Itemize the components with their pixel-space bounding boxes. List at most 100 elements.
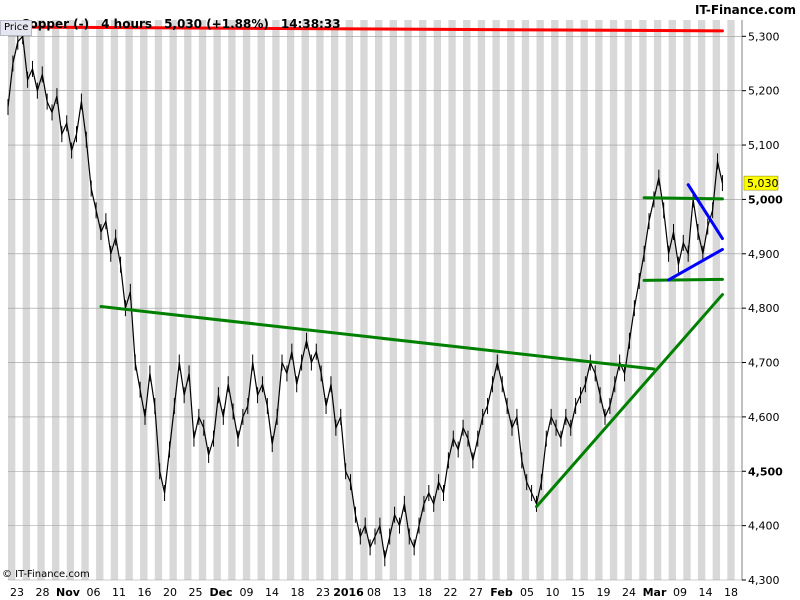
wedge-upper-line[interactable] [686,183,724,241]
time-band [595,20,603,580]
x-tick-label: 18 [291,586,305,599]
timeframe-label: 4 hours [101,17,153,31]
time-band [565,20,574,580]
y-axis: 5,300 5,200 5,100 5,000 4,900 4,800 4,700 4,600… [741,20,783,587]
x-tick-label: Nov [56,586,81,599]
time-band [404,20,412,580]
time-band [653,20,662,580]
x-tick-label: Dec [209,586,232,599]
y-tick-label: 5,300 [748,30,780,43]
time-band [52,20,60,580]
time-band [521,20,530,580]
x-tick-label: 13 [393,586,407,599]
y-tick-label: 4,500 [748,465,783,478]
x-tick-label: Feb [490,586,513,599]
time-band [22,20,31,580]
x-tick-label: 2016 [333,586,364,599]
support-rising-line[interactable] [534,293,724,509]
time-band [272,20,280,580]
time-band [477,20,486,580]
time-band [169,20,177,580]
time-bands [8,20,735,580]
resistance-line[interactable] [21,25,724,33]
x-tick-label: 23 [10,586,24,599]
time-band [345,20,353,580]
y-tick-label: 4,700 [748,357,780,370]
x-tick-label: 22 [444,586,458,599]
time-band [96,20,104,580]
chart-header: Copper (-) 4 hours 5,030 (+1.88%) 14:38:33 … [0,0,800,31]
time-band [8,20,16,580]
time-band [536,20,544,580]
time-band [683,20,691,580]
x-tick-label: Mar [643,586,667,599]
last-price-box [743,175,779,191]
price-series [7,28,723,567]
time-band [242,20,251,580]
trendline-long-line[interactable] [99,305,656,371]
time-band [463,20,471,580]
x-tick-label: 15 [571,586,585,599]
time-band [81,20,89,580]
wedge-lower-line[interactable] [667,247,724,282]
time-band [697,20,706,580]
time-band [110,20,119,580]
copyright-label: © IT-Finance.com [2,569,90,580]
price-tab[interactable]: Price [0,20,33,36]
time-band [316,20,324,580]
y-tick-label: 4,600 [748,411,780,424]
time-band [228,20,236,580]
x-tick-label: 11 [112,586,126,599]
horizontal-4850-line[interactable] [642,277,724,282]
x-tick-label: 20 [163,586,177,599]
time-band [375,20,383,580]
time-label: 14:38:33 [280,17,341,31]
x-tick-label: 25 [189,586,203,599]
time-band [360,20,368,580]
y-tick-label: 4,300 [748,574,780,587]
time-band [639,20,647,580]
horizontal-5000-line[interactable] [642,196,724,201]
x-tick-label: 19 [597,586,611,599]
time-band [213,20,221,580]
time-band [257,20,265,580]
time-band [66,20,75,580]
x-tick-label: 27 [469,586,483,599]
y-gridlines [8,36,742,581]
time-band [433,20,442,580]
time-band [609,20,618,580]
last-price-marker: 5,030 [743,175,779,191]
x-tick-label: 18 [724,586,738,599]
time-band [198,20,207,580]
quote-label: 5,030 (+1.88%) [164,17,269,31]
trend-lines [21,25,724,509]
x-tick-label: 14 [699,586,713,599]
time-band [624,20,632,580]
time-band [507,20,515,580]
x-tick-label: 24 [622,586,636,599]
x-tick-label: 08 [367,586,381,599]
x-tick-label: 09 [673,586,687,599]
time-band [37,20,45,580]
x-tick-label: 23 [316,586,330,599]
x-tick-label: 14 [265,586,279,599]
y-tick-label: 5,200 [748,85,780,98]
time-band [154,20,163,580]
y-tick-label: 4,900 [748,248,780,261]
y-tick-label: 4,800 [748,302,780,315]
time-band [580,20,588,580]
x-tick-label: 09 [240,586,254,599]
x-tick-label: 28 [36,586,50,599]
x-tick-label: 10 [546,586,560,599]
time-band [301,20,309,580]
time-band [330,20,339,580]
x-axis: 23 28 Nov 06 11 16 20 25 Dec 09 14 18 23 2016 08 13 18 22… [10,586,738,599]
time-band [448,20,456,580]
time-band [419,20,427,580]
y-tick-label: 5,100 [748,139,780,152]
time-band [492,20,500,580]
time-band [286,20,295,580]
x-tick-label: 05 [520,586,534,599]
time-band [668,20,676,580]
